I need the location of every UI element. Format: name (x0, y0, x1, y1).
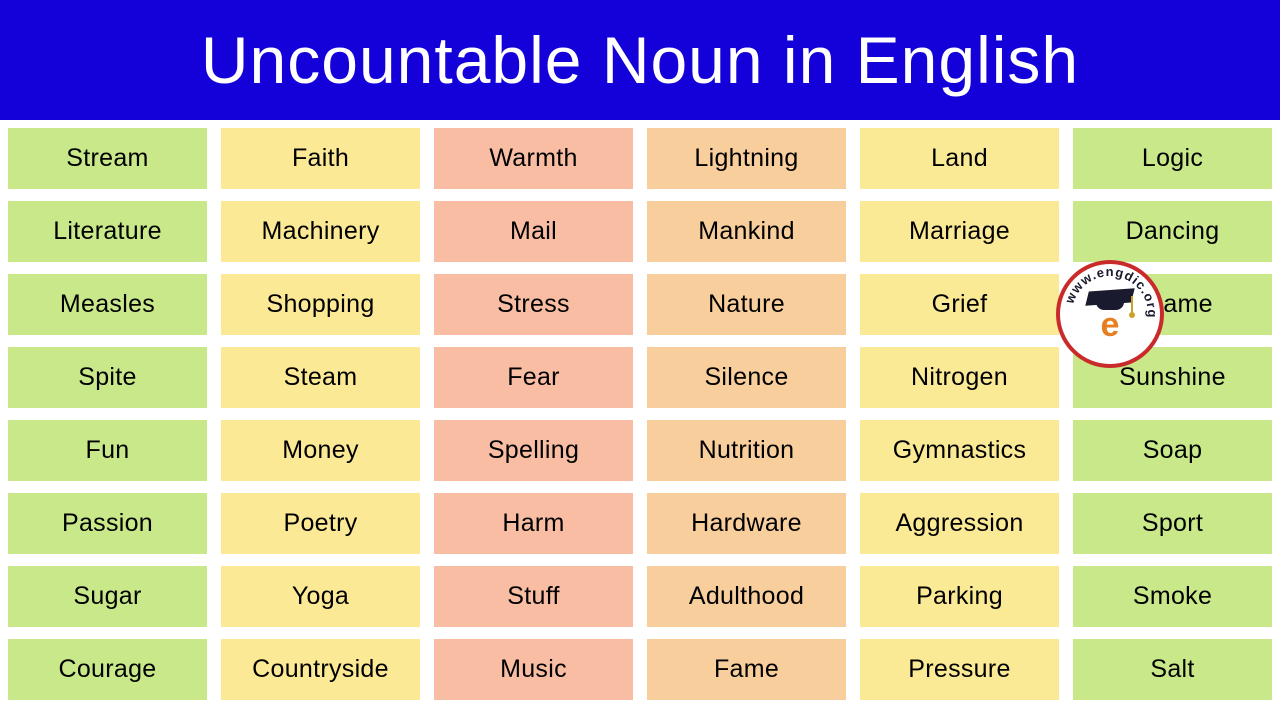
table-cell: Harm (434, 493, 633, 554)
table-cell: Countryside (221, 639, 420, 700)
table-cell: Fear (434, 347, 633, 408)
logo-ring-text: www.engdic.org (1060, 264, 1160, 364)
table-cell: Fun (8, 420, 207, 481)
table-cell: Logic (1073, 128, 1272, 189)
table-cell: Nitrogen (860, 347, 1059, 408)
table-cell: Nutrition (647, 420, 846, 481)
table-cell: Sport (1073, 493, 1272, 554)
table-cell: Machinery (221, 201, 420, 262)
page-title: Uncountable Noun in English (201, 22, 1079, 98)
table-cell: Salt (1073, 639, 1272, 700)
table-cell: Fame (647, 639, 846, 700)
table-cell: Money (221, 420, 420, 481)
table-cell: Land (860, 128, 1059, 189)
table-cell: Pressure (860, 639, 1059, 700)
table-cell: Warmth (434, 128, 633, 189)
table-cell: Hardware (647, 493, 846, 554)
table-cell: Dancing (1073, 201, 1272, 262)
table-cell: Parking (860, 566, 1059, 627)
graduation-cap-icon (1087, 288, 1133, 312)
table-cell: Passion (8, 493, 207, 554)
table-cell: Stuff (434, 566, 633, 627)
page-header: Uncountable Noun in English (0, 0, 1280, 120)
site-logo: www.engdic.org e (1056, 260, 1164, 368)
table-cell: Music (434, 639, 633, 700)
table-cell: Steam (221, 347, 420, 408)
table-cell: Literature (8, 201, 207, 262)
table-cell: Adulthood (647, 566, 846, 627)
table-cell: Smoke (1073, 566, 1272, 627)
table-cell: Yoga (221, 566, 420, 627)
table-cell: Grief (860, 274, 1059, 335)
table-cell: Stress (434, 274, 633, 335)
table-cell: Marriage (860, 201, 1059, 262)
noun-table: StreamFaithWarmthLightningLandLogic Liter… (0, 128, 1280, 700)
table-cell: Spite (8, 347, 207, 408)
table-cell: Shopping (221, 274, 420, 335)
table-cell: Soap (1073, 420, 1272, 481)
table-cell: Spelling (434, 420, 633, 481)
table-cell: Stream (8, 128, 207, 189)
table-cell: Faith (221, 128, 420, 189)
table-cell: Poetry (221, 493, 420, 554)
table-cell: Courage (8, 639, 207, 700)
table-cell: Sugar (8, 566, 207, 627)
table-cell: Mankind (647, 201, 846, 262)
table-cell: Mail (434, 201, 633, 262)
table-cell: Aggression (860, 493, 1059, 554)
table-cell: Measles (8, 274, 207, 335)
table-cell: Gymnastics (860, 420, 1059, 481)
table-cell: Lightning (647, 128, 846, 189)
table-cell: Silence (647, 347, 846, 408)
table-cell: Nature (647, 274, 846, 335)
